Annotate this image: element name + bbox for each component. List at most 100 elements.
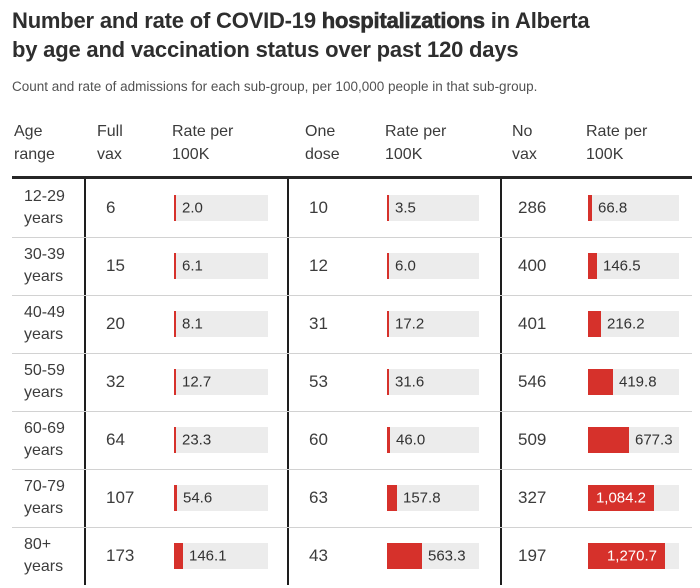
no-vax-rate-bar-track: 677.3	[588, 427, 679, 454]
age-range-line2: years	[24, 500, 64, 518]
one-dose-rate-value: 563.3	[428, 547, 466, 565]
no-vax-rate-bar-fill	[588, 369, 613, 396]
one-dose-rate-value: 17.2	[395, 315, 425, 333]
one-dose-cell: 60 46.0	[287, 411, 500, 469]
one-dose-cell: 53 31.6	[287, 353, 500, 411]
full-vax-rate-value: 2.0	[182, 199, 203, 217]
full-vax-cell: 32 12.7	[84, 353, 287, 411]
header-group-one-dose: One dose Rate per 100K	[287, 120, 500, 166]
no-vax-rate-value: 677.3	[635, 431, 673, 449]
full-vax-rate-value: 146.1	[189, 547, 227, 565]
no-vax-rate-bar-fill	[588, 311, 601, 338]
no-vax-count: 286	[518, 197, 547, 217]
no-vax-rate-bar-track: 419.8	[588, 369, 679, 396]
table-row: 30-39 years 15 6.1 12 6.0 400 146.5	[12, 236, 692, 295]
no-vax-rate-bar-fill	[588, 194, 592, 221]
table-body: 12-29 years 6 2.0 10 3.5 286 66.8 30-39 years…	[12, 178, 692, 585]
header-no-vax: No vax	[512, 123, 537, 164]
full-vax-cell: 64 23.3	[84, 411, 287, 469]
one-dose-rate-bar-fill	[387, 253, 389, 280]
table-row: 80+ years 173 146.1 43 563.3 197 1,270.7	[12, 526, 692, 585]
no-vax-rate-value: 146.5	[603, 257, 641, 275]
no-vax-rate-value: 216.2	[607, 315, 645, 333]
no-vax-cell: 546 419.8	[500, 353, 692, 411]
one-dose-rate-bar-track: 31.6	[387, 369, 479, 396]
full-vax-cell: 15 6.1	[84, 237, 287, 295]
full-vax-rate-value: 23.3	[182, 431, 212, 449]
one-dose-rate-bar-fill	[387, 485, 397, 512]
no-vax-rate-bar-track: 1,084.2	[588, 485, 679, 512]
full-vax-rate-bar-track: 12.7	[174, 369, 268, 396]
one-dose-count: 12	[309, 256, 328, 276]
full-vax-count: 20	[106, 314, 125, 334]
one-dose-rate-value: 3.5	[395, 199, 416, 217]
age-range-line1: 80+	[24, 536, 52, 554]
one-dose-rate-bar-track: 6.0	[387, 253, 479, 280]
full-vax-rate-bar-fill	[174, 253, 176, 280]
age-range-line1: 30-39	[24, 246, 65, 264]
full-vax-rate-bar-fill	[174, 427, 176, 454]
full-vax-cell: 107 54.6	[84, 469, 287, 527]
full-vax-cell: 6 2.0	[84, 178, 287, 237]
one-dose-cell: 31 17.2	[287, 295, 500, 353]
full-vax-rate-value: 54.6	[183, 489, 213, 507]
age-range-line2: years	[24, 442, 64, 460]
table-row: 40-49 years 20 8.1 31 17.2 401 216.2	[12, 294, 692, 353]
header-group-no-vax: No vax Rate per 100K	[500, 120, 692, 166]
header-no-vax-rate: Rate per 100K	[586, 123, 648, 164]
one-dose-rate-bar-track: 3.5	[387, 194, 479, 221]
full-vax-rate-bar-fill	[174, 194, 176, 221]
age-range-line1: 70-79	[24, 478, 65, 496]
one-dose-rate-bar-track: 17.2	[387, 311, 479, 338]
age-range-cell: 30-39 years	[12, 238, 84, 295]
age-range-line2: years	[24, 326, 64, 344]
age-range-line2: years	[24, 384, 64, 402]
full-vax-cell: 173 146.1	[84, 527, 287, 585]
page-subtitle: Count and rate of admissions for each su…	[12, 79, 538, 95]
table-row: 12-29 years 6 2.0 10 3.5 286 66.8	[12, 178, 692, 237]
full-vax-rate-value: 6.1	[182, 257, 203, 275]
full-vax-rate-bar-track: 23.3	[174, 427, 268, 454]
age-range-line1: 50-59	[24, 362, 65, 380]
header-full-vax-rate: Rate per 100K	[172, 123, 234, 164]
no-vax-rate-value: 419.8	[619, 373, 657, 391]
one-dose-count: 31	[309, 314, 328, 334]
no-vax-count: 197	[518, 546, 547, 566]
header-one-dose-rate: Rate per 100K	[385, 123, 447, 164]
no-vax-rate-bar-fill	[588, 427, 629, 454]
full-vax-rate-bar-track: 8.1	[174, 311, 268, 338]
no-vax-cell: 286 66.8	[500, 178, 692, 237]
no-vax-cell: 400 146.5	[500, 237, 692, 295]
table-row: 50-59 years 32 12.7 53 31.6 546 419.8	[12, 352, 692, 411]
one-dose-count: 60	[309, 430, 328, 450]
one-dose-cell: 12 6.0	[287, 237, 500, 295]
no-vax-rate-bar-track: 146.5	[588, 253, 679, 280]
full-vax-count: 32	[106, 372, 125, 392]
page-title-line2: by age and vaccination status over past …	[12, 36, 519, 62]
full-vax-count: 64	[106, 430, 125, 450]
no-vax-count: 327	[518, 488, 547, 508]
full-vax-rate-value: 12.7	[182, 373, 212, 391]
age-range-line1: 60-69	[24, 420, 65, 438]
full-vax-cell: 20 8.1	[84, 295, 287, 353]
no-vax-rate-bar-track: 66.8	[588, 194, 679, 221]
age-range-cell: 12-29 years	[12, 179, 84, 237]
title-emphasis: hospitalizations	[321, 8, 485, 34]
title-suffix: in Alberta	[484, 8, 590, 33]
no-vax-cell: 401 216.2	[500, 295, 692, 353]
full-vax-count: 107	[106, 488, 135, 508]
one-dose-count: 53	[309, 372, 328, 392]
full-vax-count: 15	[106, 256, 125, 276]
full-vax-rate-bar-fill	[174, 369, 176, 396]
page-title-line1: Number and rate of COVID-19 hospitalizat…	[12, 7, 690, 36]
full-vax-rate-bar-fill	[174, 543, 183, 570]
age-range-cell: 60-69 years	[12, 412, 84, 469]
page-title: Number and rate of COVID-19 hospitalizat…	[12, 7, 690, 64]
age-range-cell: 50-59 years	[12, 354, 84, 411]
no-vax-cell: 509 677.3	[500, 411, 692, 469]
age-range-line1: 12-29	[24, 187, 65, 205]
full-vax-rate-bar-fill	[174, 311, 176, 338]
no-vax-rate-bar-track: 216.2	[588, 311, 679, 338]
one-dose-rate-bar-fill	[387, 369, 389, 396]
